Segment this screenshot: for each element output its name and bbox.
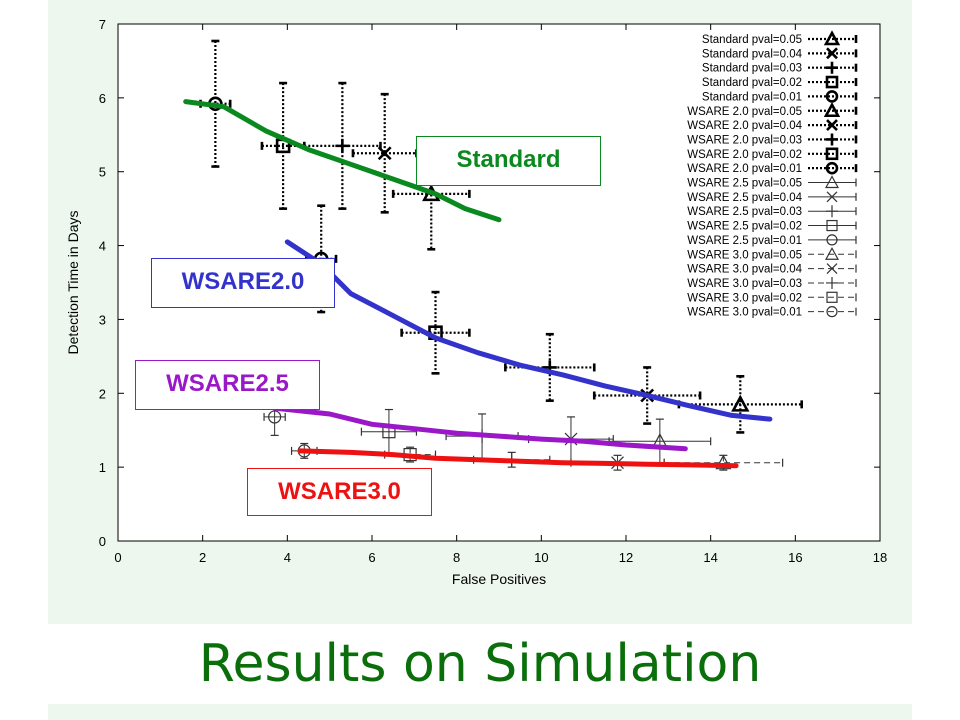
legend-marker bbox=[826, 276, 838, 289]
legend-marker bbox=[826, 219, 838, 232]
legend-label: Standard pval=0.02 bbox=[702, 77, 802, 89]
legend-marker bbox=[826, 47, 838, 60]
legend-label: WSARE 2.5 pval=0.01 bbox=[687, 235, 802, 247]
standard-callout: Standard bbox=[416, 136, 601, 186]
legend-label: WSARE 2.0 pval=0.01 bbox=[687, 163, 802, 175]
y-tick-label: 5 bbox=[99, 165, 106, 180]
legend-marker bbox=[826, 119, 838, 132]
legend-label: Standard pval=0.03 bbox=[702, 63, 802, 75]
legend-marker bbox=[826, 263, 838, 275]
trend-line bbox=[284, 239, 773, 422]
legend-marker bbox=[825, 147, 839, 161]
legend-label: WSARE 3.0 pval=0.04 bbox=[687, 264, 802, 276]
legend-label: WSARE 2.5 pval=0.04 bbox=[687, 192, 802, 204]
data-point bbox=[731, 394, 750, 412]
legend-marker bbox=[826, 234, 838, 246]
x-tick-label: 18 bbox=[873, 550, 887, 565]
legend-label: WSARE 2.0 pval=0.05 bbox=[687, 106, 802, 118]
legend-label: WSARE 3.0 pval=0.01 bbox=[687, 307, 802, 319]
legend-label: Standard pval=0.04 bbox=[702, 48, 803, 60]
legend-label: Standard pval=0.05 bbox=[702, 34, 802, 46]
x-tick-label: 2 bbox=[199, 550, 206, 565]
y-axis-label: Detection Time in Days bbox=[65, 211, 81, 355]
legend-marker bbox=[823, 30, 841, 46]
legend-marker bbox=[826, 205, 838, 218]
legend-marker bbox=[824, 175, 840, 189]
legend-marker bbox=[826, 291, 838, 303]
legend-label: WSARE 2.0 pval=0.04 bbox=[687, 120, 802, 132]
data-point bbox=[268, 410, 282, 424]
wsare30-callout: WSARE3.0 bbox=[247, 468, 432, 516]
x-tick-label: 10 bbox=[534, 550, 548, 565]
legend-marker bbox=[825, 90, 839, 103]
legend-label: WSARE 2.5 pval=0.03 bbox=[687, 206, 802, 218]
legend-marker bbox=[826, 191, 838, 203]
footer-band bbox=[48, 704, 912, 720]
x-tick-label: 16 bbox=[788, 550, 802, 565]
legend-label: Standard pval=0.01 bbox=[702, 91, 802, 103]
legend-label: WSARE 3.0 pval=0.03 bbox=[687, 278, 802, 290]
legend-marker bbox=[825, 75, 839, 89]
data-point bbox=[335, 138, 350, 153]
x-tick-label: 14 bbox=[703, 550, 717, 565]
x-tick-label: 0 bbox=[114, 550, 121, 565]
y-tick-label: 1 bbox=[99, 460, 106, 475]
data-point bbox=[715, 454, 732, 470]
y-tick-label: 3 bbox=[99, 312, 106, 327]
legend-label: WSARE 2.5 pval=0.02 bbox=[687, 221, 802, 233]
legend-label: WSARE 2.5 pval=0.05 bbox=[687, 178, 802, 190]
y-tick-label: 2 bbox=[99, 386, 106, 401]
legend-marker bbox=[826, 133, 838, 146]
wsare20-callout: WSARE2.0 bbox=[151, 258, 335, 308]
trend-line bbox=[272, 405, 688, 452]
x-axis-label: False Positives bbox=[452, 571, 546, 587]
legend-marker bbox=[824, 246, 840, 260]
legend-label: WSARE 2.0 pval=0.03 bbox=[687, 134, 802, 146]
legend-marker bbox=[825, 161, 839, 175]
legend-marker bbox=[823, 102, 841, 118]
legend-label: WSARE 3.0 pval=0.02 bbox=[687, 292, 802, 304]
y-tick-label: 7 bbox=[99, 17, 106, 32]
legend-marker bbox=[826, 61, 838, 74]
x-tick-label: 12 bbox=[619, 550, 633, 565]
x-tick-label: 4 bbox=[284, 550, 291, 565]
legend-marker bbox=[826, 306, 838, 318]
legend-label: WSARE 2.0 pval=0.02 bbox=[687, 149, 802, 161]
y-tick-label: 0 bbox=[99, 534, 106, 549]
y-tick-label: 6 bbox=[99, 91, 106, 106]
wsare25-callout: WSARE2.5 bbox=[135, 360, 320, 410]
trend-line bbox=[183, 99, 502, 223]
y-tick-label: 4 bbox=[99, 239, 106, 254]
x-tick-label: 6 bbox=[368, 550, 375, 565]
legend-label: WSARE 3.0 pval=0.05 bbox=[687, 249, 802, 261]
trend-line bbox=[297, 448, 739, 469]
slide-title: Results on Simulation bbox=[198, 634, 762, 694]
x-tick-label: 8 bbox=[453, 550, 460, 565]
